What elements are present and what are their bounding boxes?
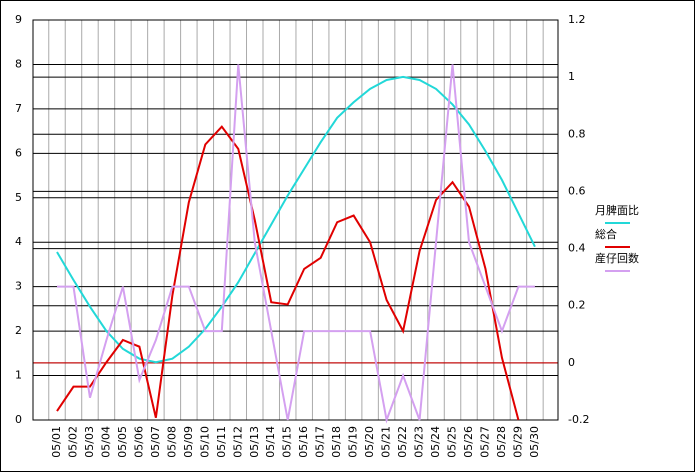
legend-label: 総合 [595,227,617,241]
x-tick-label: 05/05 [116,426,129,458]
y-tick-label: 1 [15,369,22,382]
x-tick-label: 05/19 [347,426,360,458]
x-tick-label: 05/08 [165,426,178,458]
y-tick-label: 4 [15,235,22,248]
y-tick-label: 0 [15,413,22,426]
y2-tick-label: 1.2 [568,13,586,26]
x-tick-label: 05/01 [50,426,63,458]
legend-label: 月脾面比 [595,203,639,217]
x-tick-label: 05/21 [380,426,393,458]
y2-tick-label: 0.2 [568,299,586,312]
x-tick-label: 05/30 [528,426,541,458]
x-tick-label: 05/28 [495,426,508,458]
x-tick-label: 05/23 [413,426,426,458]
x-tick-label: 05/17 [314,426,327,458]
x-tick-label: 05/18 [330,426,343,458]
y-tick-label: 2 [15,324,22,337]
x-tick-label: 05/11 [215,426,228,458]
x-tick-label: 05/25 [446,426,459,458]
x-tick-label: 05/16 [297,426,310,458]
y-tick-label: 3 [15,280,22,293]
y-tick-label: 7 [15,102,22,115]
y2-tick-label: 0.6 [568,184,586,197]
x-tick-label: 05/13 [248,426,261,458]
x-tick-label: 05/15 [281,426,294,458]
x-tick-label: 05/04 [99,426,112,458]
x-tick-label: 05/27 [478,426,491,458]
x-tick-label: 05/22 [396,426,409,458]
x-tick-label: 05/02 [66,426,79,458]
x-tick-label: 05/14 [264,426,277,458]
x-tick-label: 05/09 [182,426,195,458]
x-tick-label: 05/03 [83,426,96,458]
series-line [56,75,536,364]
y-tick-label: 9 [15,13,22,26]
y-tick-label: 8 [15,57,22,70]
x-tick-label: 05/20 [363,426,376,458]
x-tick-label: 05/12 [231,426,244,458]
y-tick-label: 5 [15,191,22,204]
y2-tick-label: 0 [568,356,575,369]
x-tick-label: 05/24 [429,426,442,458]
y-tick-label: 6 [15,146,22,159]
x-tick-label: 05/10 [198,426,211,458]
plot-border [32,19,559,421]
y2-tick-label: -0.2 [568,413,589,426]
legend-label: 産仔回数 [595,252,639,265]
series-line [57,64,535,424]
x-tick-label: 05/06 [132,426,145,458]
y2-tick-label: 0.8 [568,127,586,140]
x-tick-label: 05/29 [511,426,524,458]
x-tick-label: 05/26 [462,426,475,458]
y2-tick-label: 0.4 [568,242,586,255]
y2-tick-label: 1 [568,70,575,83]
x-tick-label: 05/07 [149,426,162,458]
